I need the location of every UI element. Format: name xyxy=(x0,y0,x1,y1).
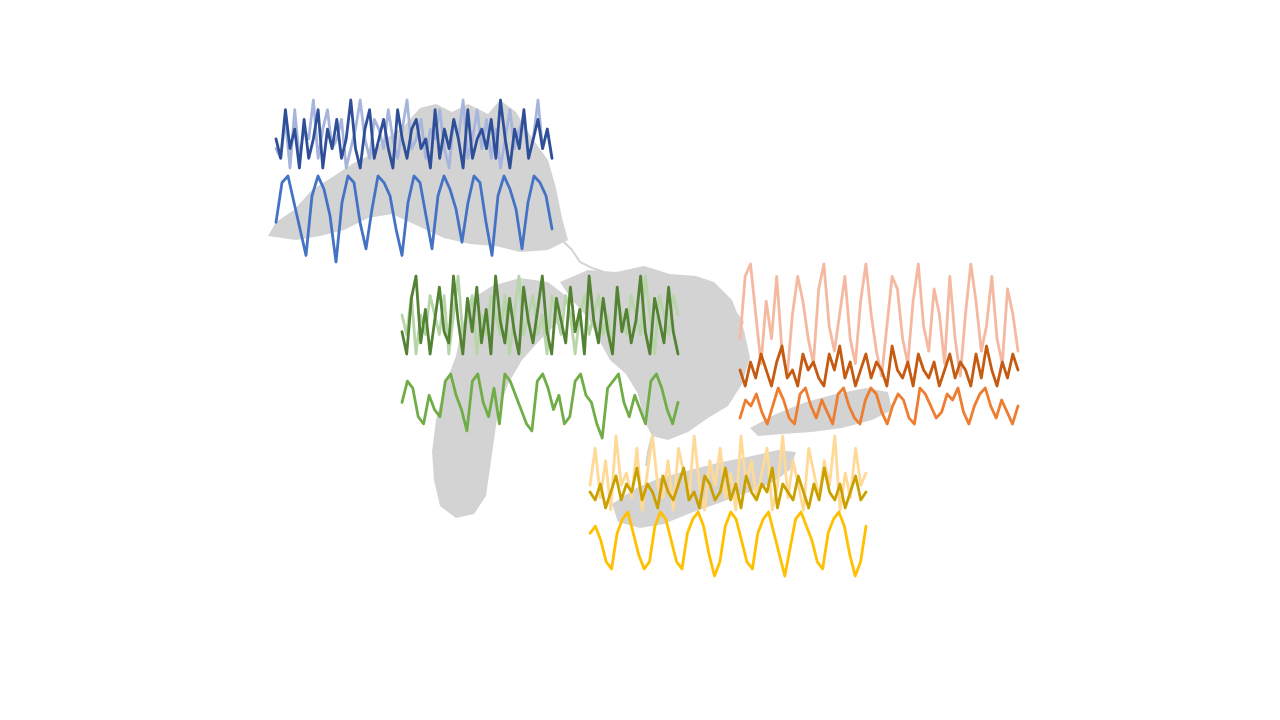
erie-trace-group xyxy=(588,434,868,578)
michigan-series-1-line xyxy=(400,274,680,356)
georgian-bay-shape xyxy=(700,296,744,338)
michigan-series-3-line xyxy=(400,372,680,440)
lake-ontario-shape xyxy=(750,388,892,436)
michigan-series-2-line xyxy=(400,274,680,356)
superior-trace-group xyxy=(274,98,554,264)
huron-series-2-line xyxy=(738,344,1020,388)
erie-series-3-line xyxy=(588,510,868,578)
st-marys-river xyxy=(561,239,605,273)
lake-traces xyxy=(274,98,1020,578)
huron-series-3-line xyxy=(738,386,1020,426)
superior-series-3-line xyxy=(274,174,554,264)
erie-series-2-line xyxy=(588,466,868,510)
michigan-trace-group xyxy=(400,274,680,440)
huron-trace-group xyxy=(738,262,1020,426)
superior-series-2-line xyxy=(274,98,554,170)
